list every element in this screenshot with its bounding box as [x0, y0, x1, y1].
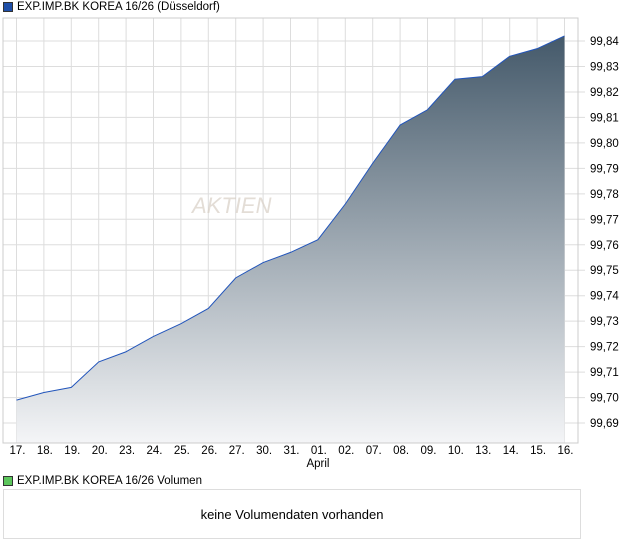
y-tick-label: 99,73	[590, 316, 619, 328]
y-tick-label: 99,84	[590, 36, 619, 48]
x-tick-label: 31.	[284, 445, 300, 457]
x-tick-label: 16.	[558, 445, 574, 457]
y-tick-label: 99,81	[590, 112, 619, 124]
x-tick-label: 25.	[174, 445, 190, 457]
y-tick-label: 99,77	[590, 214, 619, 226]
x-tick-label: 15.	[530, 445, 546, 457]
x-tick-label: 08.	[393, 445, 409, 457]
x-tick-label: 20.	[92, 445, 108, 457]
y-tick-label: 99,80	[590, 138, 619, 150]
volume-legend: EXP.IMP.BK KOREA 16/26 Volumen	[3, 475, 202, 487]
y-tick-label: 99,72	[590, 342, 619, 354]
x-tick-label: 01.	[311, 445, 327, 457]
watermark: AKTIEN	[190, 193, 272, 218]
x-tick-label: 17.	[10, 445, 26, 457]
price-legend-label: EXP.IMP.BK KOREA 16/26 (Düsseldorf)	[17, 1, 220, 13]
x-tick-label: 30.	[256, 445, 272, 457]
y-tick-label: 99,78	[590, 189, 619, 201]
y-tick-label: 99,70	[590, 393, 619, 405]
x-tick-label: 10.	[448, 445, 464, 457]
x-tick-label: 24.	[147, 445, 163, 457]
price-line	[16, 35, 565, 401]
y-tick-label: 99,71	[590, 367, 619, 379]
x-tick-label: 13.	[475, 445, 491, 457]
price-legend-swatch	[3, 2, 13, 12]
y-tick-label: 99,83	[590, 61, 619, 73]
month-label: April	[306, 458, 329, 470]
x-tick-label: 14.	[503, 445, 519, 457]
y-tick-label: 99,82	[590, 87, 619, 99]
y-tick-label: 99,79	[590, 163, 619, 175]
y-tick-label: 99,75	[590, 265, 619, 277]
plot-frame	[2, 17, 579, 444]
y-tick-label: 99,76	[590, 240, 619, 252]
x-tick-label: 09.	[421, 445, 437, 457]
no-volume-message: keine Volumendaten vorhanden	[200, 506, 384, 522]
volume-legend-label: EXP.IMP.BK KOREA 16/26 Volumen	[17, 475, 202, 487]
volume-legend-swatch	[3, 476, 13, 486]
y-tick-label: 99,69	[590, 418, 619, 430]
x-tick-label: 02.	[338, 445, 354, 457]
x-tick-label: 18.	[37, 445, 53, 457]
price-chart: AKTIEN 17. 18. 19. 20. 23. 24. 25. 26. 27. 30. 31.…	[2, 17, 619, 470]
x-tick-label: 23.	[119, 445, 135, 457]
y-tick-label: 99,74	[590, 291, 619, 303]
volume-panel: keine Volumendaten vorhanden	[3, 489, 581, 539]
x-tick-label: 19.	[64, 445, 80, 457]
x-tick-label: 07.	[366, 445, 382, 457]
price-area	[16, 35, 565, 443]
x-tick-label: 27.	[229, 445, 245, 457]
x-tick-label: 26.	[201, 445, 217, 457]
price-legend: EXP.IMP.BK KOREA 16/26 (Düsseldorf)	[3, 1, 220, 13]
